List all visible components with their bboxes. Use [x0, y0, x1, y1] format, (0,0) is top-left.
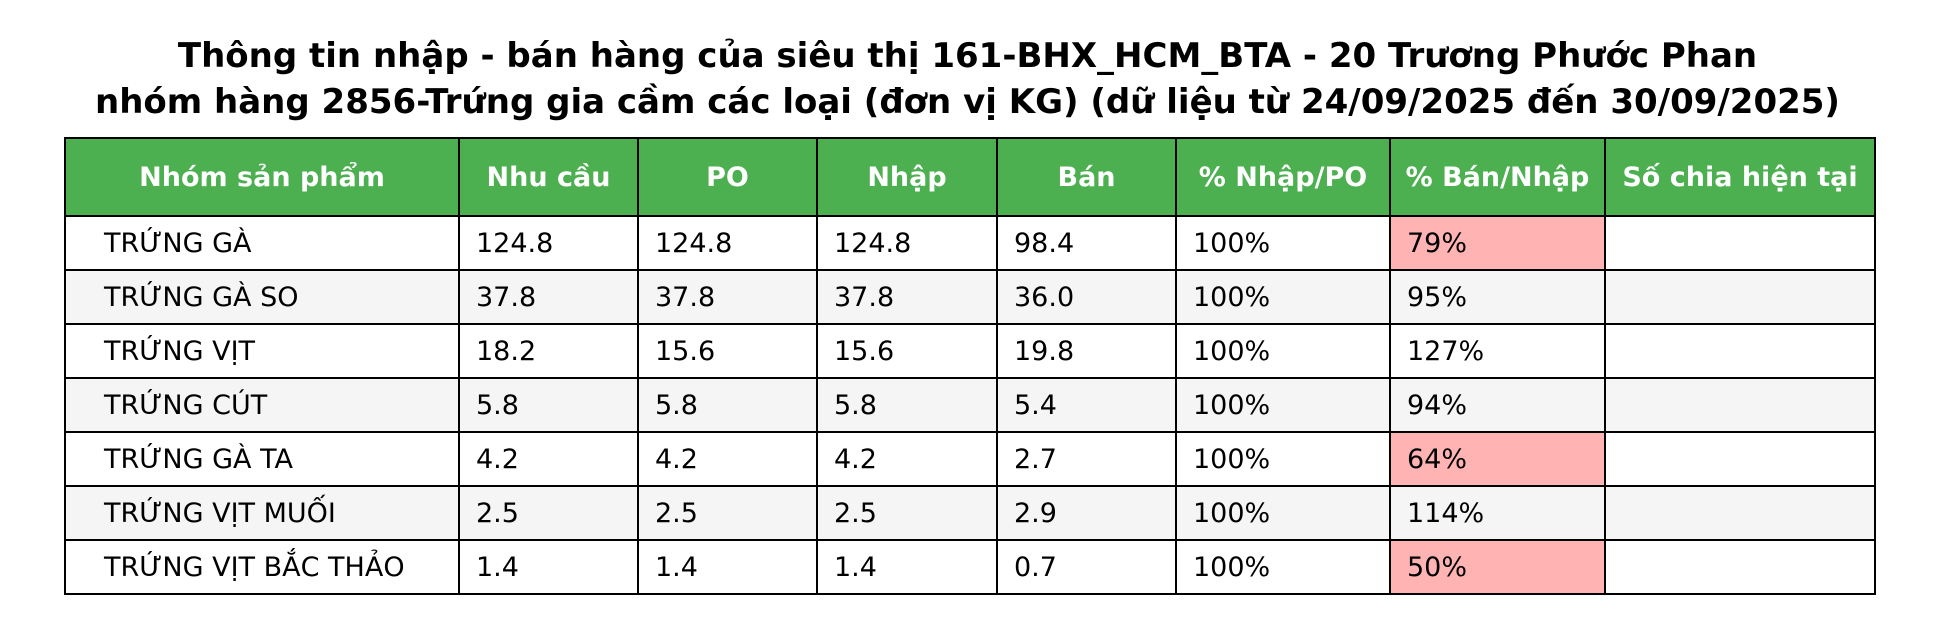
- cell-ban: 5.4: [996, 377, 1177, 433]
- cell-po: 5.8: [637, 377, 818, 433]
- cell-po: 124.8: [637, 215, 818, 271]
- cell-pct-ban-nhap: 79%: [1389, 215, 1606, 271]
- cell-pct-nhap-po: 100%: [1175, 431, 1391, 487]
- cell-product-name: TRỨNG VỊT MUỐI: [64, 485, 460, 541]
- cell-po: 15.6: [637, 323, 818, 379]
- cell-nhap: 5.8: [816, 377, 998, 433]
- cell-po: 2.5: [637, 485, 818, 541]
- cell-po: 37.8: [637, 269, 818, 325]
- cell-pct-nhap-po: 100%: [1175, 269, 1391, 325]
- table-body: TRỨNG GÀ 124.8 124.8 124.8 98.4 100% 79% TRỨNG …: [64, 215, 1876, 595]
- cell-so-chia: [1604, 377, 1876, 433]
- cell-pct-nhap-po: 100%: [1175, 377, 1391, 433]
- cell-product-name: TRỨNG VỊT: [64, 323, 460, 379]
- cell-nhu-cau: 37.8: [458, 269, 639, 325]
- column-header-pct-ban-nhap: % Bán/Nhập: [1389, 137, 1606, 217]
- cell-pct-ban-nhap: 127%: [1389, 323, 1606, 379]
- cell-pct-nhap-po: 100%: [1175, 485, 1391, 541]
- cell-pct-nhap-po: 100%: [1175, 323, 1391, 379]
- cell-nhap: 15.6: [816, 323, 998, 379]
- cell-nhap: 124.8: [816, 215, 998, 271]
- cell-nhap: 37.8: [816, 269, 998, 325]
- cell-so-chia: [1604, 539, 1876, 595]
- data-table: Nhóm sản phẩm Nhu cầu PO Nhập Bán % Nhập…: [64, 137, 1876, 595]
- cell-so-chia: [1604, 323, 1876, 379]
- column-header-pct-nhap-po: % Nhập/PO: [1175, 137, 1391, 217]
- table-row: TRỨNG VỊT MUỐI 2.5 2.5 2.5 2.9 100% 114%: [64, 485, 1876, 541]
- column-header-so-chia: Số chia hiện tại: [1604, 137, 1876, 217]
- table-row: TRỨNG VỊT BẮC THẢO 1.4 1.4 1.4 0.7 100% 50%: [64, 539, 1876, 595]
- cell-nhap: 2.5: [816, 485, 998, 541]
- cell-ban: 36.0: [996, 269, 1177, 325]
- cell-so-chia: [1604, 269, 1876, 325]
- cell-product-name: TRỨNG GÀ TA: [64, 431, 460, 487]
- cell-nhap: 1.4: [816, 539, 998, 595]
- cell-pct-ban-nhap: 94%: [1389, 377, 1606, 433]
- cell-pct-nhap-po: 100%: [1175, 215, 1391, 271]
- column-header-nhom-san-pham: Nhóm sản phẩm: [64, 137, 460, 217]
- cell-ban: 2.7: [996, 431, 1177, 487]
- table-row: TRỨNG VỊT 18.2 15.6 15.6 19.8 100% 127%: [64, 323, 1876, 379]
- cell-pct-nhap-po: 100%: [1175, 539, 1391, 595]
- table-row: TRỨNG GÀ TA 4.2 4.2 4.2 2.7 100% 64%: [64, 431, 1876, 487]
- cell-ban: 0.7: [996, 539, 1177, 595]
- table-row: TRỨNG GÀ SO 37.8 37.8 37.8 36.0 100% 95%: [64, 269, 1876, 325]
- cell-nhap: 4.2: [816, 431, 998, 487]
- chart-title: Thông tin nhập - bán hàng của siêu thị 1…: [0, 33, 1935, 125]
- cell-pct-ban-nhap: 50%: [1389, 539, 1606, 595]
- column-header-po: PO: [637, 137, 818, 217]
- cell-pct-ban-nhap: 64%: [1389, 431, 1606, 487]
- cell-product-name: TRỨNG CÚT: [64, 377, 460, 433]
- table-row: TRỨNG CÚT 5.8 5.8 5.8 5.4 100% 94%: [64, 377, 1876, 433]
- cell-po: 4.2: [637, 431, 818, 487]
- cell-pct-ban-nhap: 114%: [1389, 485, 1606, 541]
- cell-product-name: TRỨNG GÀ SO: [64, 269, 460, 325]
- cell-product-name: TRỨNG VỊT BẮC THẢO: [64, 539, 460, 595]
- chart-title-line-2: nhóm hàng 2856-Trứng gia cầm các loại (đ…: [95, 82, 1840, 122]
- cell-nhu-cau: 5.8: [458, 377, 639, 433]
- cell-product-name: TRỨNG GÀ: [64, 215, 460, 271]
- cell-so-chia: [1604, 215, 1876, 271]
- cell-nhu-cau: 2.5: [458, 485, 639, 541]
- column-header-nhu-cau: Nhu cầu: [458, 137, 639, 217]
- cell-nhu-cau: 4.2: [458, 431, 639, 487]
- cell-ban: 2.9: [996, 485, 1177, 541]
- cell-po: 1.4: [637, 539, 818, 595]
- column-header-ban: Bán: [996, 137, 1177, 217]
- cell-ban: 19.8: [996, 323, 1177, 379]
- chart-title-line-1: Thông tin nhập - bán hàng của siêu thị 1…: [177, 36, 1758, 76]
- cell-ban: 98.4: [996, 215, 1177, 271]
- cell-nhu-cau: 124.8: [458, 215, 639, 271]
- cell-nhu-cau: 1.4: [458, 539, 639, 595]
- cell-nhu-cau: 18.2: [458, 323, 639, 379]
- table-header-row: Nhóm sản phẩm Nhu cầu PO Nhập Bán % Nhập…: [64, 137, 1876, 217]
- cell-so-chia: [1604, 431, 1876, 487]
- table-row: TRỨNG GÀ 124.8 124.8 124.8 98.4 100% 79%: [64, 215, 1876, 271]
- cell-so-chia: [1604, 485, 1876, 541]
- column-header-nhap: Nhập: [816, 137, 998, 217]
- cell-pct-ban-nhap: 95%: [1389, 269, 1606, 325]
